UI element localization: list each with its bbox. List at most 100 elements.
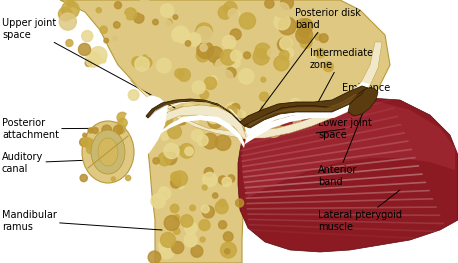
Circle shape bbox=[215, 135, 231, 150]
Circle shape bbox=[192, 28, 210, 46]
Ellipse shape bbox=[82, 121, 134, 183]
Circle shape bbox=[253, 48, 270, 65]
Circle shape bbox=[80, 138, 88, 146]
Circle shape bbox=[97, 11, 113, 27]
Circle shape bbox=[102, 59, 106, 63]
Circle shape bbox=[220, 49, 236, 65]
Circle shape bbox=[230, 29, 241, 40]
Circle shape bbox=[190, 205, 196, 211]
Polygon shape bbox=[238, 98, 458, 252]
Circle shape bbox=[66, 39, 73, 47]
Circle shape bbox=[62, 1, 79, 18]
Circle shape bbox=[315, 34, 322, 40]
Circle shape bbox=[285, 48, 294, 57]
Circle shape bbox=[280, 37, 292, 50]
Polygon shape bbox=[242, 102, 455, 198]
Circle shape bbox=[108, 146, 115, 153]
Circle shape bbox=[125, 8, 136, 20]
Circle shape bbox=[153, 19, 158, 25]
Circle shape bbox=[204, 168, 213, 177]
Circle shape bbox=[161, 133, 169, 140]
Circle shape bbox=[213, 57, 222, 66]
Circle shape bbox=[173, 15, 178, 19]
Circle shape bbox=[224, 232, 233, 241]
Circle shape bbox=[279, 50, 289, 60]
Circle shape bbox=[88, 128, 93, 133]
Circle shape bbox=[82, 31, 93, 42]
Circle shape bbox=[220, 242, 236, 258]
Circle shape bbox=[275, 99, 289, 114]
Circle shape bbox=[224, 1, 237, 15]
Circle shape bbox=[168, 125, 181, 139]
Circle shape bbox=[163, 58, 167, 62]
Circle shape bbox=[180, 215, 193, 227]
Circle shape bbox=[125, 175, 131, 181]
Circle shape bbox=[230, 61, 237, 68]
Circle shape bbox=[158, 153, 171, 166]
Circle shape bbox=[232, 110, 241, 119]
Circle shape bbox=[235, 119, 250, 133]
Circle shape bbox=[267, 48, 276, 57]
Circle shape bbox=[90, 47, 107, 64]
Circle shape bbox=[224, 249, 230, 254]
Circle shape bbox=[213, 193, 218, 198]
Circle shape bbox=[264, 109, 279, 124]
Circle shape bbox=[200, 90, 209, 99]
Circle shape bbox=[160, 4, 174, 17]
Circle shape bbox=[114, 122, 123, 132]
Circle shape bbox=[160, 20, 172, 31]
Polygon shape bbox=[150, 105, 247, 140]
Circle shape bbox=[219, 70, 233, 84]
Circle shape bbox=[128, 90, 139, 100]
Circle shape bbox=[159, 244, 174, 259]
Circle shape bbox=[222, 36, 236, 49]
Circle shape bbox=[115, 23, 120, 27]
Circle shape bbox=[308, 15, 316, 23]
Circle shape bbox=[114, 125, 123, 135]
Circle shape bbox=[96, 8, 101, 13]
Circle shape bbox=[227, 175, 235, 182]
Circle shape bbox=[177, 118, 183, 125]
Circle shape bbox=[170, 178, 181, 188]
Circle shape bbox=[312, 65, 321, 74]
Circle shape bbox=[208, 76, 218, 85]
Circle shape bbox=[231, 59, 240, 68]
Text: Mandibular
ramus: Mandibular ramus bbox=[2, 210, 162, 232]
Circle shape bbox=[262, 34, 272, 44]
Circle shape bbox=[59, 13, 76, 30]
Circle shape bbox=[202, 133, 218, 149]
Circle shape bbox=[164, 143, 179, 159]
Circle shape bbox=[227, 51, 242, 66]
Circle shape bbox=[280, 76, 292, 88]
Circle shape bbox=[274, 14, 290, 30]
Circle shape bbox=[188, 33, 201, 46]
Text: Anterior
band: Anterior band bbox=[318, 100, 368, 187]
Circle shape bbox=[172, 27, 188, 43]
Circle shape bbox=[261, 77, 266, 82]
Circle shape bbox=[110, 32, 123, 45]
Circle shape bbox=[323, 62, 333, 72]
Circle shape bbox=[262, 94, 278, 109]
Circle shape bbox=[172, 241, 184, 254]
Circle shape bbox=[170, 204, 179, 213]
Circle shape bbox=[218, 199, 226, 207]
Circle shape bbox=[191, 245, 203, 257]
Circle shape bbox=[231, 103, 240, 112]
Circle shape bbox=[204, 77, 217, 89]
Circle shape bbox=[149, 104, 162, 117]
Circle shape bbox=[118, 118, 127, 127]
Circle shape bbox=[185, 100, 192, 107]
Circle shape bbox=[180, 144, 194, 158]
Circle shape bbox=[172, 26, 189, 43]
Circle shape bbox=[164, 215, 179, 231]
Circle shape bbox=[191, 130, 203, 141]
Circle shape bbox=[216, 59, 228, 71]
Circle shape bbox=[312, 52, 317, 58]
Polygon shape bbox=[146, 86, 368, 126]
Circle shape bbox=[180, 119, 186, 125]
Polygon shape bbox=[149, 100, 244, 124]
Circle shape bbox=[111, 177, 115, 181]
Circle shape bbox=[236, 89, 249, 101]
Circle shape bbox=[197, 135, 208, 146]
Circle shape bbox=[235, 11, 240, 16]
